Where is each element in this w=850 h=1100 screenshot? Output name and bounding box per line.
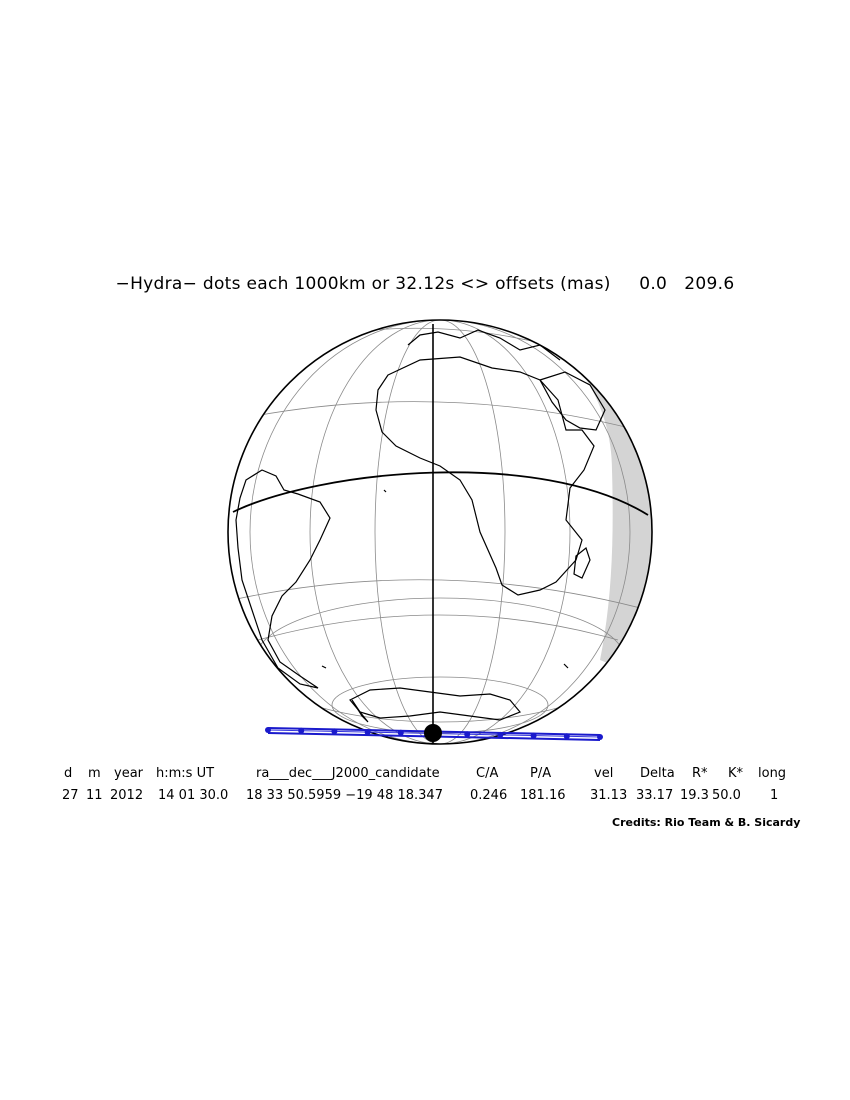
parallel-line: [257, 614, 619, 641]
credits-text: Credits: Rio Team & B. Sicardy: [612, 816, 801, 829]
madagascar-outline: [573, 546, 591, 579]
table-cell: 2012: [110, 788, 144, 803]
column-header: ra___dec___J2000_candidate: [256, 766, 440, 781]
column-header: long: [758, 766, 787, 781]
shadow-track: [265, 724, 603, 742]
ephemeris-value-row: 27 11 2012 14 01 30.0 18 33 50.5959 −19 48 1…: [0, 788, 850, 806]
column-header: d: [64, 766, 73, 781]
column-header: Delta: [640, 766, 675, 781]
column-header: C/A: [476, 766, 499, 781]
track-dot: [331, 728, 338, 735]
table-cell: 33.17: [636, 788, 674, 803]
table-cell: 1: [770, 788, 779, 803]
land-outlines: [235, 329, 606, 723]
track-dot: [597, 734, 603, 740]
track-dot: [530, 732, 537, 739]
track-dot: [497, 731, 504, 738]
column-header: h:m:s UT: [156, 766, 215, 781]
column-header: P/A: [530, 766, 552, 781]
island-outline: [383, 489, 387, 493]
ephemeris-header-row: d m year h:m:s UT ra___dec___J2000_candidate…: [0, 766, 850, 784]
track-dot: [397, 729, 404, 736]
occultation-center-dot: [424, 724, 442, 742]
table-cell: 181.16: [520, 788, 566, 803]
island-outline: [563, 663, 569, 669]
globe-disc: [228, 320, 652, 744]
table-cell: 27: [62, 788, 79, 803]
antarctica-outline: [349, 687, 521, 721]
table-cell: 11: [86, 788, 103, 803]
table-cell: 0.246: [470, 788, 508, 803]
column-header: vel: [594, 766, 614, 781]
europe-coast-outline: [407, 329, 561, 361]
column-header: m: [88, 766, 101, 781]
column-header: R*: [692, 766, 708, 781]
arabia-outline: [539, 371, 606, 431]
track-dot: [364, 729, 371, 736]
column-header: year: [114, 766, 144, 781]
table-cell: 18 33 50.5959 −19 48 18.347: [246, 788, 443, 803]
globe-limb: [227, 319, 653, 745]
table-cell: 14 01 30.0: [158, 788, 229, 803]
meridian-line: [374, 320, 506, 744]
antarctic-peninsula-outline: [351, 699, 369, 723]
track-dot: [265, 727, 271, 733]
track-dot: [298, 727, 305, 734]
africa-outline: [375, 356, 595, 596]
column-header: K*: [728, 766, 744, 781]
meridian-line: [309, 320, 571, 744]
track-dot: [464, 731, 471, 738]
island-outline: [321, 665, 327, 669]
table-cell: 31.13: [590, 788, 628, 803]
south-america-outline: [235, 469, 331, 689]
plot-title: −Hydra− dots each 1000km or 32.12s <> of…: [115, 274, 735, 294]
meridian-line: [249, 320, 631, 744]
night-shade: [552, 320, 652, 700]
table-cell: 19.3: [680, 788, 709, 803]
table-cell: 50.0: [712, 788, 741, 803]
parallel-line: [233, 401, 646, 433]
track-dot: [563, 733, 570, 740]
